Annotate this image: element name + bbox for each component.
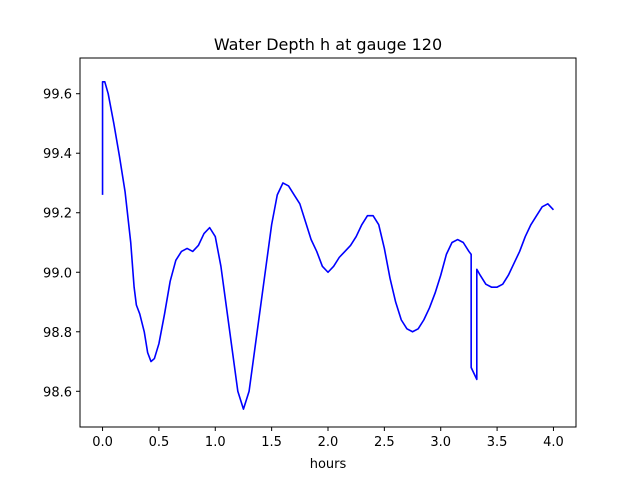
x-tick-label: 0.0 bbox=[92, 435, 113, 450]
x-tick-label: 3.0 bbox=[430, 435, 451, 450]
x-tick-label: 2.5 bbox=[374, 435, 395, 450]
y-tick-label: 99.6 bbox=[43, 88, 72, 103]
chart-title: Water Depth h at gauge 120 bbox=[214, 35, 442, 54]
x-tick-label: 1.5 bbox=[261, 435, 282, 450]
x-tick-label: 1.0 bbox=[205, 435, 226, 450]
x-tick-label: 3.5 bbox=[487, 435, 508, 450]
x-tick-label: 0.5 bbox=[149, 435, 170, 450]
y-tick-label: 99.2 bbox=[43, 207, 72, 222]
x-tick-label: 4.0 bbox=[543, 435, 564, 450]
x-axis: 0.0 0.5 1.0 1.5 2.0 2.5 3.0 3.5 4.0 bbox=[92, 427, 564, 450]
y-axis: 98.6 98.8 99.0 99.2 99.4 99.6 bbox=[43, 88, 80, 400]
series-line-0 bbox=[101, 81, 555, 410]
y-tick-label: 99.4 bbox=[43, 147, 72, 162]
y-tick-label: 99.0 bbox=[43, 266, 72, 281]
plot-area bbox=[101, 81, 555, 410]
plot-frame bbox=[79, 57, 577, 428]
x-axis-label: hours bbox=[310, 457, 347, 472]
y-tick-label: 98.8 bbox=[43, 326, 72, 341]
y-tick-label: 98.6 bbox=[43, 385, 72, 400]
x-tick-label: 2.0 bbox=[318, 435, 339, 450]
